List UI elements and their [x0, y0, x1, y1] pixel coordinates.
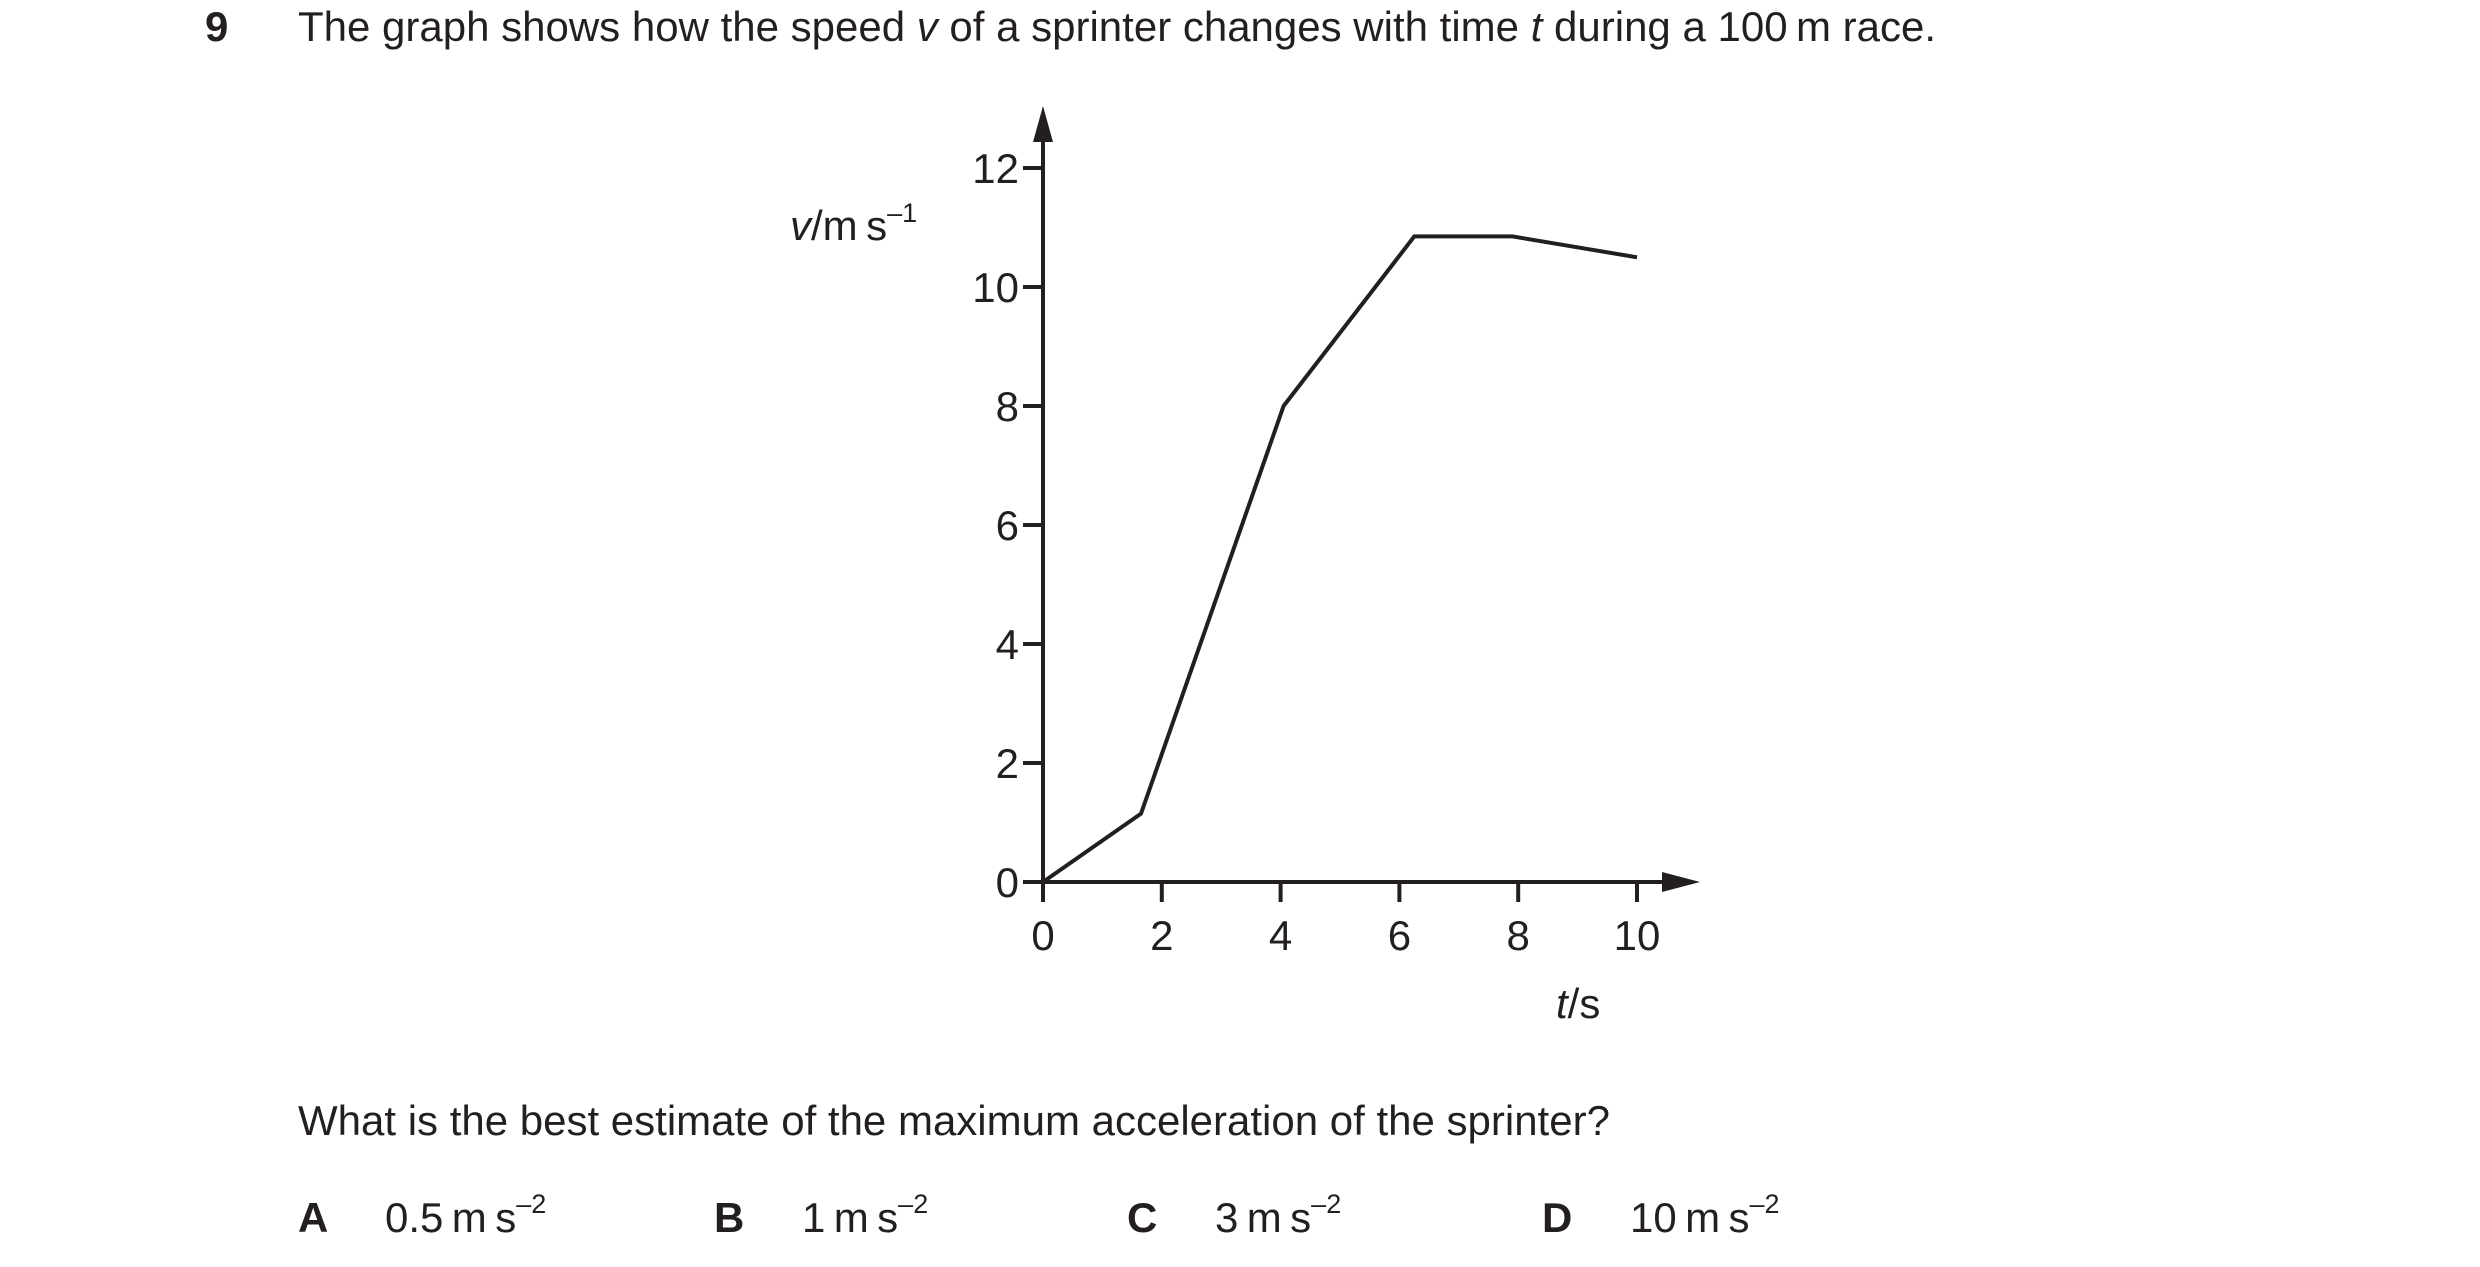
option-a-value[interactable]: 0.5 m s–2 — [385, 1189, 547, 1242]
option-c-letter[interactable]: C — [1127, 1194, 1158, 1241]
x-tick-label-6: 6 — [1388, 912, 1411, 959]
y-tick-label-10: 10 — [972, 264, 1019, 311]
question-number: 9 — [205, 3, 229, 50]
y-axis-arrowhead — [1033, 106, 1053, 142]
option-b-value[interactable]: 1 m s–2 — [802, 1189, 929, 1242]
x-tick-label-2: 2 — [1150, 912, 1173, 959]
y-axis-label: v/m s–1 — [790, 198, 917, 249]
x-tick-label-0: 0 — [1031, 912, 1054, 959]
y-tick-label-0: 0 — [996, 859, 1019, 906]
y-tick-label-2: 2 — [996, 740, 1019, 787]
option-b-letter[interactable]: B — [714, 1194, 745, 1241]
y-tick-label-4: 4 — [996, 621, 1019, 668]
y-tick-label-8: 8 — [996, 383, 1019, 430]
series-line-0 — [1041, 234, 1638, 884]
option-c-value[interactable]: 3 m s–2 — [1215, 1189, 1342, 1242]
x-tick-label-4: 4 — [1269, 912, 1292, 959]
option-a-letter[interactable]: A — [298, 1194, 329, 1241]
y-tick-label-12: 12 — [972, 145, 1019, 192]
x-axis-label: t/s — [1556, 980, 1600, 1027]
x-axis-arrowhead — [1662, 872, 1700, 892]
question-stem: The graph shows how the speed v of a spr… — [298, 3, 1936, 50]
question-prompt: What is the best estimate of the maximum… — [298, 1097, 1610, 1144]
option-d-value[interactable]: 10 m s–2 — [1630, 1189, 1780, 1242]
y-tick-label-6: 6 — [996, 502, 1019, 549]
x-tick-label-10: 10 — [1614, 912, 1661, 959]
option-d-letter[interactable]: D — [1542, 1194, 1573, 1241]
x-tick-label-8: 8 — [1507, 912, 1530, 959]
